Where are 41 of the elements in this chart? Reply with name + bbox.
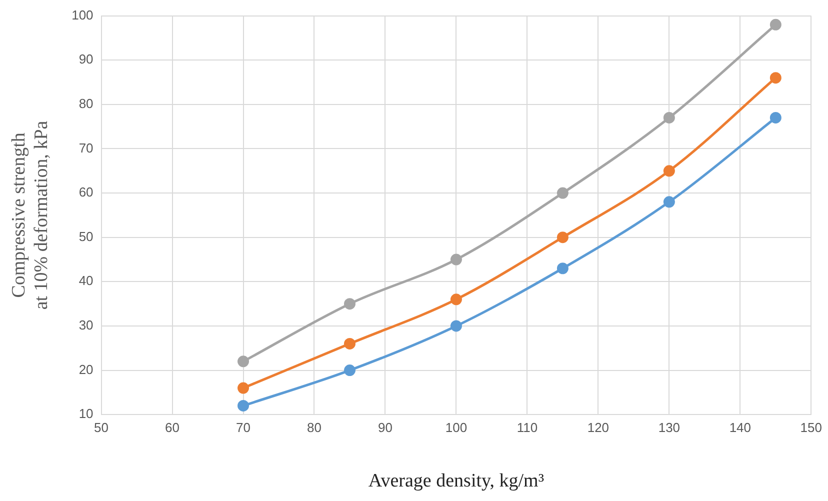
y-tick-label: 90 — [78, 52, 94, 67]
point — [238, 400, 250, 412]
point — [238, 356, 250, 368]
point — [450, 294, 462, 306]
y-tick-label: 30 — [78, 318, 94, 333]
x-axis-title: Average density, kg/m³ — [368, 470, 544, 492]
y-tick-label: 60 — [78, 184, 94, 200]
y-tick-label: 100 — [72, 7, 94, 22]
x-tick-label: 70 — [236, 420, 250, 435]
x-tick-label: 130 — [658, 420, 680, 435]
y-tick-label: 20 — [78, 362, 94, 377]
point — [344, 364, 356, 376]
x-tick-label: 60 — [165, 420, 180, 435]
point — [450, 254, 462, 266]
x-tick-label: 150 — [800, 420, 822, 435]
y-tick-label: 50 — [78, 228, 94, 244]
point — [344, 338, 356, 350]
point — [663, 112, 675, 124]
x-tick-label: 50 — [94, 420, 109, 435]
point — [556, 232, 568, 244]
point — [238, 382, 250, 394]
y-tick-label: 40 — [78, 273, 94, 288]
point — [344, 298, 356, 310]
y-tick-label: 80 — [78, 96, 94, 111]
y-axis-title: Compressive strength at 10% deformation, kPa — [8, 120, 52, 310]
point — [556, 187, 568, 199]
x-tick-label: 90 — [378, 420, 392, 435]
x-tick-label: 110 — [516, 420, 538, 435]
point — [770, 18, 782, 30]
point — [770, 112, 782, 124]
point — [663, 165, 675, 177]
y-tick-label: 10 — [78, 406, 94, 422]
x-tick-label: 80 — [307, 420, 322, 435]
x-tick-label: 100 — [445, 420, 468, 435]
x-tick-label: 140 — [729, 420, 752, 435]
point — [556, 262, 568, 274]
point — [663, 196, 675, 208]
x-tick-label: 120 — [587, 420, 610, 435]
y-tick-label: 70 — [78, 140, 94, 156]
point — [450, 320, 462, 332]
point — [770, 72, 782, 84]
